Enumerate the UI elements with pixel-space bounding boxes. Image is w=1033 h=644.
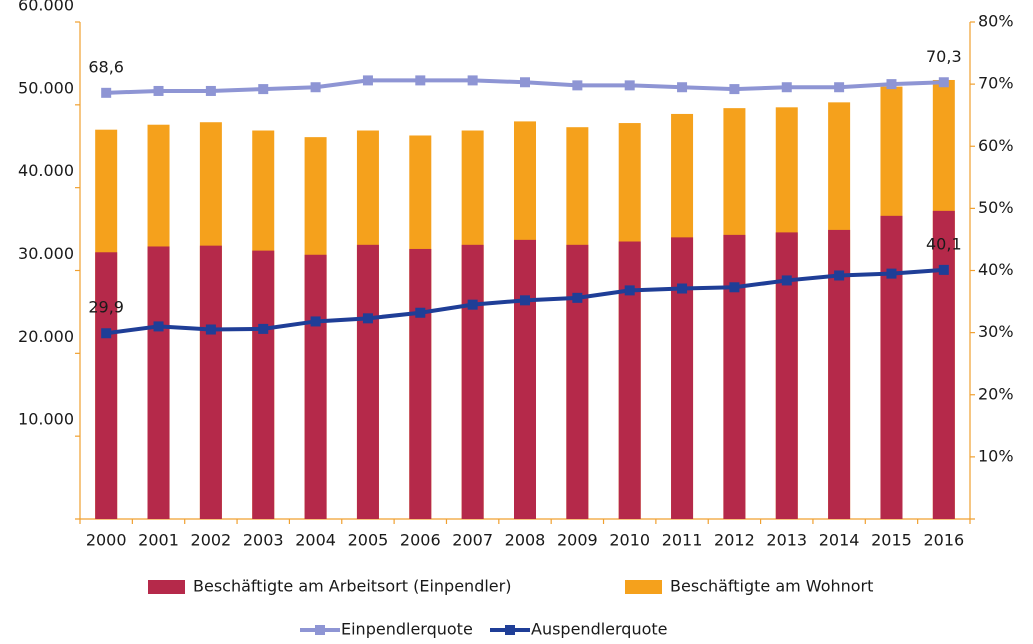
line-marker xyxy=(729,282,740,293)
y-tick-label: 40.000 xyxy=(18,161,74,180)
line-marker xyxy=(153,321,164,332)
line-marker xyxy=(205,324,216,335)
line-marker xyxy=(834,270,845,281)
x-tick-label: 2008 xyxy=(505,531,546,550)
y-tick-label: 50.000 xyxy=(18,78,74,97)
x-tick-label: 2014 xyxy=(819,531,860,550)
bar xyxy=(828,229,851,519)
legend-label: Beschäftigte am Arbeitsort (Einpendler) xyxy=(193,577,511,596)
y-tick-label: 30.000 xyxy=(18,244,74,263)
bar xyxy=(723,234,746,520)
line-marker xyxy=(781,275,792,286)
legend-swatch xyxy=(148,580,185,594)
y2-tick-label: 60% xyxy=(978,136,1014,155)
line-marker xyxy=(101,328,112,339)
x-tick-label: 2011 xyxy=(662,531,703,550)
bar xyxy=(566,244,589,520)
legend-swatch xyxy=(625,580,662,594)
x-tick-label: 2013 xyxy=(766,531,807,550)
y2-tick-label: 20% xyxy=(978,384,1014,403)
line-marker xyxy=(415,75,426,86)
line-marker xyxy=(467,299,478,310)
x-tick-label: 2000 xyxy=(86,531,127,550)
line-marker xyxy=(101,87,112,98)
line-marker xyxy=(205,85,216,96)
x-tick-label: 2012 xyxy=(714,531,755,550)
line-marker xyxy=(258,84,269,95)
line-marker xyxy=(886,79,897,90)
bar xyxy=(671,237,694,519)
bar xyxy=(618,241,641,519)
legend-marker xyxy=(315,625,325,635)
line-marker xyxy=(572,292,583,303)
line-marker xyxy=(362,75,373,86)
line-marker xyxy=(834,82,845,93)
y2-tick-label: 10% xyxy=(978,446,1014,465)
y2-tick-label: 50% xyxy=(978,198,1014,217)
x-tick-label: 2005 xyxy=(348,531,389,550)
x-tick-label: 2002 xyxy=(191,531,232,550)
bar xyxy=(356,244,379,520)
line-marker xyxy=(258,323,269,334)
line-marker xyxy=(153,85,164,96)
legend-label: Einpendlerquote xyxy=(341,620,473,639)
line-marker xyxy=(938,264,949,275)
line-marker xyxy=(362,313,373,324)
value-label: 68,6 xyxy=(88,57,124,76)
bar xyxy=(304,254,327,520)
line-marker xyxy=(886,268,897,279)
line-marker xyxy=(415,307,426,318)
line-marker xyxy=(624,80,635,91)
line-marker xyxy=(572,80,583,91)
line-marker xyxy=(520,295,530,306)
bar xyxy=(95,252,118,519)
value-label: 40,1 xyxy=(926,234,962,253)
line-marker xyxy=(310,316,321,327)
bar xyxy=(409,248,432,520)
bar xyxy=(932,210,955,520)
legend-label: Beschäftigte am Wohnort xyxy=(670,577,873,596)
bar xyxy=(514,239,536,519)
line-marker xyxy=(520,77,530,88)
y2-tick-label: 70% xyxy=(978,74,1014,93)
x-tick-label: 2016 xyxy=(923,531,964,550)
x-tick-label: 2015 xyxy=(871,531,912,550)
legend-label: Auspendlerquote xyxy=(531,620,668,639)
line-marker xyxy=(677,283,688,294)
y-tick-label: 20.000 xyxy=(18,327,74,346)
bar xyxy=(252,250,275,519)
x-tick-label: 2007 xyxy=(452,531,493,550)
x-tick-label: 2003 xyxy=(243,531,284,550)
bar xyxy=(880,215,903,519)
line-marker xyxy=(781,82,792,93)
line-marker xyxy=(310,82,321,93)
line-marker xyxy=(467,75,478,86)
value-label: 29,9 xyxy=(88,298,124,317)
x-tick-label: 2001 xyxy=(138,531,179,550)
line-marker xyxy=(729,84,740,95)
y2-tick-label: 80% xyxy=(978,12,1014,31)
legend-marker xyxy=(505,625,515,635)
bar xyxy=(775,232,798,519)
y-tick-label: 60.000 xyxy=(18,0,74,15)
x-tick-label: 2004 xyxy=(295,531,336,550)
x-tick-label: 2009 xyxy=(557,531,598,550)
bar xyxy=(147,246,170,519)
y-tick-label: 10.000 xyxy=(18,410,74,429)
x-tick-label: 2006 xyxy=(400,531,441,550)
bar xyxy=(461,244,484,520)
line-marker xyxy=(938,77,949,88)
line-marker xyxy=(624,285,635,296)
line-marker xyxy=(677,82,688,93)
y2-tick-label: 40% xyxy=(978,260,1014,279)
value-label: 70,3 xyxy=(926,47,962,66)
y2-tick-label: 30% xyxy=(978,322,1014,341)
bar xyxy=(199,245,222,519)
x-tick-label: 2010 xyxy=(609,531,650,550)
